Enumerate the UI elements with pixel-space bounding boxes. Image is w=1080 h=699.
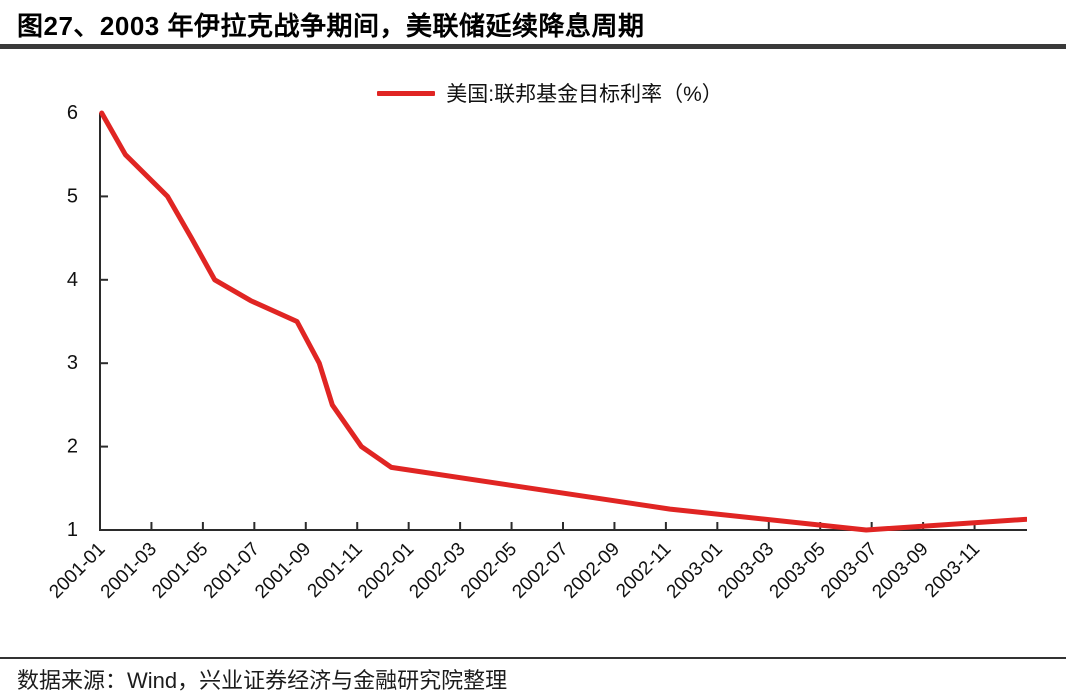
svg-text:2002-09: 2002-09 bbox=[560, 539, 624, 603]
svg-text:2002-05: 2002-05 bbox=[457, 539, 521, 603]
data-source-text: 数据来源：Wind，兴业证券经济与金融研究院整理 bbox=[17, 668, 508, 693]
figure-title: 图27、2003 年伊拉克战争期间，美联储延续降息周期 bbox=[17, 11, 645, 41]
svg-text:2003-05: 2003-05 bbox=[766, 539, 830, 603]
svg-text:2003-07: 2003-07 bbox=[817, 539, 881, 603]
svg-text:2003-03: 2003-03 bbox=[714, 539, 778, 603]
svg-text:2002-07: 2002-07 bbox=[508, 539, 572, 603]
svg-text:2001-09: 2001-09 bbox=[251, 539, 315, 603]
svg-text:2001-07: 2001-07 bbox=[200, 539, 264, 603]
chart-legend: 美国:联邦基金目标利率（%） bbox=[10, 80, 1080, 106]
svg-text:2003-09: 2003-09 bbox=[868, 539, 932, 603]
svg-text:2001-05: 2001-05 bbox=[148, 539, 212, 603]
svg-text:2: 2 bbox=[67, 436, 78, 458]
svg-text:5: 5 bbox=[67, 185, 78, 207]
legend-label: 美国:联邦基金目标利率（%） bbox=[446, 83, 723, 106]
svg-text:1: 1 bbox=[67, 519, 78, 541]
svg-text:2003-01: 2003-01 bbox=[663, 539, 727, 603]
svg-text:3: 3 bbox=[67, 352, 78, 374]
svg-text:2001-03: 2001-03 bbox=[97, 539, 161, 603]
svg-text:4: 4 bbox=[67, 269, 78, 291]
svg-text:2003-11: 2003-11 bbox=[921, 539, 984, 602]
svg-text:2002-01: 2002-01 bbox=[354, 539, 418, 603]
legend-line-swatch bbox=[377, 90, 436, 96]
title-divider-rule bbox=[0, 44, 1066, 49]
svg-text:6: 6 bbox=[67, 102, 78, 124]
svg-text:2002-03: 2002-03 bbox=[405, 539, 469, 603]
svg-text:2001-01: 2001-01 bbox=[45, 539, 109, 603]
footer-divider-rule bbox=[0, 657, 1066, 659]
